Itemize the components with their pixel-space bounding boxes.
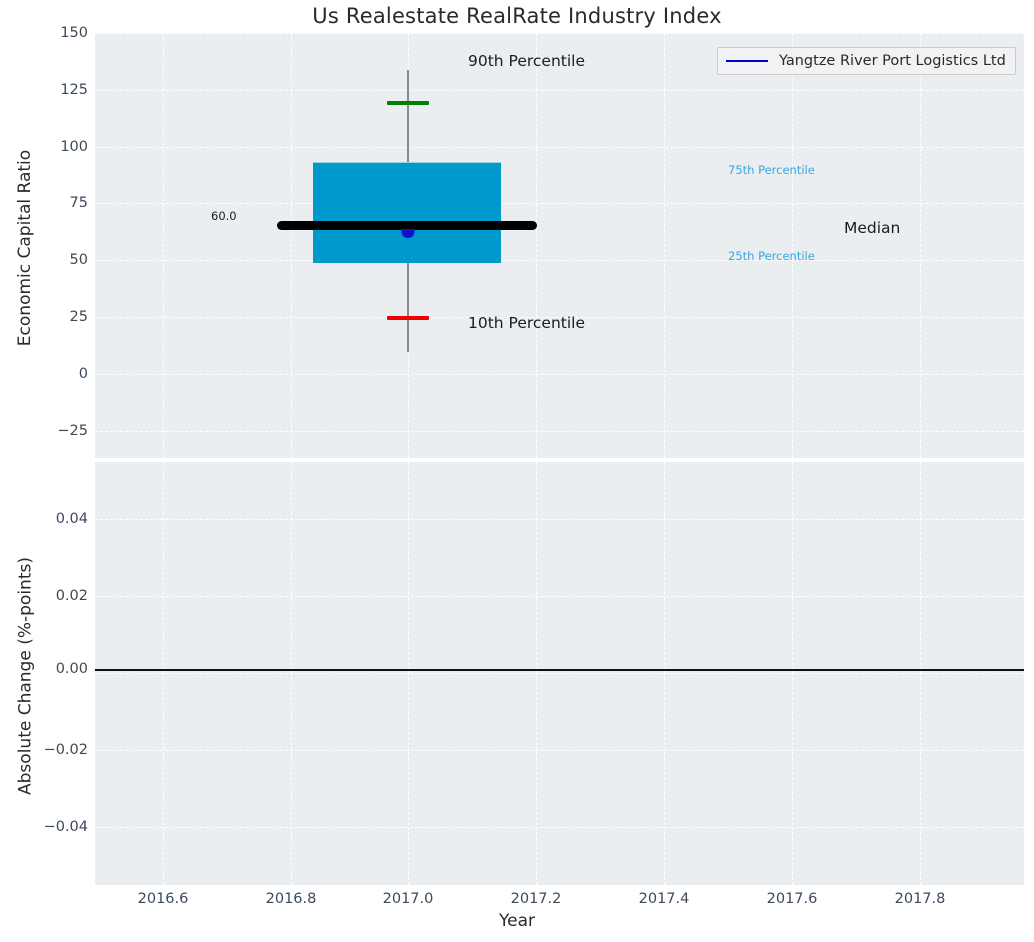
chart-legend[interactable]: Yangtze River Port Logistics Ltd xyxy=(717,47,1016,75)
gridline-horizontal xyxy=(95,33,1024,34)
y-tick-label: 125 xyxy=(60,81,88,98)
gridline-horizontal xyxy=(95,673,1024,674)
y-tick-label: −25 xyxy=(57,422,88,439)
gridline-vertical xyxy=(408,462,409,885)
chart-title: Us Realestate RealRate Industry Index xyxy=(312,4,722,28)
gridline-vertical xyxy=(291,462,292,885)
x-tick-label: 2017.6 xyxy=(766,891,818,907)
gridline-horizontal xyxy=(95,260,1024,262)
gridline-vertical xyxy=(792,462,793,885)
y-tick-label: 100 xyxy=(60,138,88,155)
legend-line-icon xyxy=(726,60,768,62)
box-interquartile-range xyxy=(313,162,501,263)
x-tick-label: 2016.8 xyxy=(265,891,317,907)
y-tick-label: 150 xyxy=(60,25,88,41)
x-tick-label: 2017.4 xyxy=(638,891,690,907)
y-tick-label: 0.00 xyxy=(55,661,88,677)
gridline-horizontal xyxy=(95,827,1024,828)
y-tick-label: 0.04 xyxy=(55,511,88,527)
gridline-vertical xyxy=(291,33,292,458)
gridline-horizontal xyxy=(95,373,1024,375)
gridline-horizontal xyxy=(95,430,1024,432)
gridline-horizontal xyxy=(95,203,1024,205)
gridline-vertical xyxy=(920,33,921,458)
gridline-horizontal xyxy=(95,519,1024,520)
y-tick-label: 25 xyxy=(69,309,88,325)
gridline-vertical xyxy=(163,33,164,458)
annotation-25th-percentile: 25th Percentile xyxy=(728,249,815,263)
y-axis-title-top: Economic Capital Ratio xyxy=(15,149,35,347)
gridline-horizontal xyxy=(95,317,1024,318)
annotation-median: Median xyxy=(844,219,901,237)
annotation-75th-percentile: 75th Percentile xyxy=(728,163,815,177)
gridline-vertical xyxy=(792,33,793,458)
gridline-horizontal xyxy=(95,89,1024,91)
y-tick-label: −0.02 xyxy=(43,742,88,758)
x-tick-label: 2017.8 xyxy=(894,891,946,907)
gridline-vertical xyxy=(163,462,164,885)
gridline-vertical xyxy=(920,462,921,885)
company-data-point xyxy=(401,229,415,238)
y-tick-label: 0 xyxy=(78,365,88,382)
panel-economic-capital-ratio: 90th Percentile 10th Percentile 75th Per… xyxy=(95,33,1024,458)
y-axis-title-bottom: Absolute Change (%-points) xyxy=(15,557,36,795)
gridline-vertical xyxy=(536,33,537,458)
median-bar xyxy=(277,220,537,230)
annotation-10th-percentile: 10th Percentile xyxy=(468,314,586,332)
x-tick-label: 2016.6 xyxy=(137,891,189,907)
annotation-90th-percentile: 90th Percentile xyxy=(468,52,586,70)
whisker-cap-lower xyxy=(387,316,429,320)
gridline-horizontal xyxy=(95,596,1024,597)
x-tick-label: 2017.0 xyxy=(382,891,434,907)
legend-label: Yangtze River Port Logistics Ltd xyxy=(779,53,1006,69)
y-tick-label: 75 xyxy=(69,195,88,212)
gridline-vertical xyxy=(664,462,665,885)
whisker-cap-upper xyxy=(387,101,429,105)
x-tick-label: 2017.2 xyxy=(510,891,562,907)
zero-reference-line xyxy=(95,669,1024,671)
y-tick-label: 0.02 xyxy=(55,588,88,604)
gridline-horizontal xyxy=(95,750,1024,751)
y-tick-label: −0.04 xyxy=(43,819,88,835)
gridline-vertical xyxy=(536,462,537,885)
gridline-vertical xyxy=(664,33,665,458)
x-axis-title: Year xyxy=(499,911,535,931)
gridline-horizontal xyxy=(95,146,1024,148)
annotation-median-value: 60.0 xyxy=(211,209,237,223)
panel-absolute-change xyxy=(95,462,1024,885)
y-tick-label: 50 xyxy=(69,252,88,269)
